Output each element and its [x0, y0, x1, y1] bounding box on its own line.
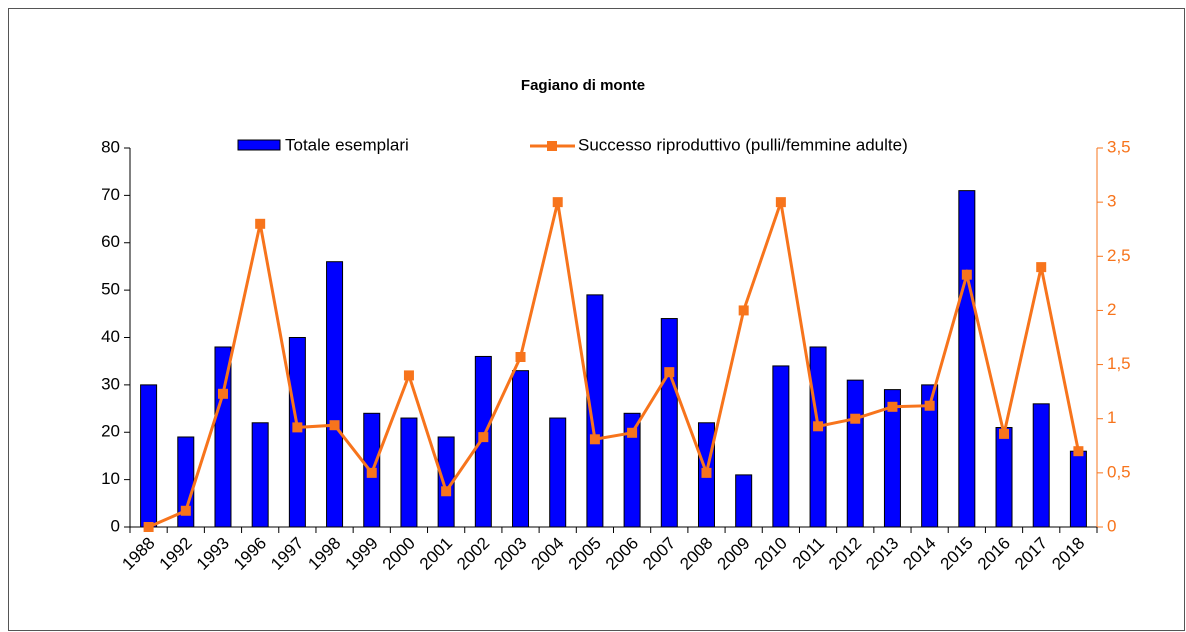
- y2-tick-label: 2: [1107, 300, 1116, 319]
- line-marker: [775, 197, 786, 208]
- line-marker: [999, 428, 1010, 439]
- y2-tick-label: 1,5: [1107, 354, 1131, 373]
- line-marker: [627, 427, 638, 438]
- line-marker: [664, 367, 675, 378]
- line-marker: [366, 467, 377, 478]
- line-marker: [515, 351, 526, 362]
- bar: [660, 318, 678, 528]
- bar: [1069, 450, 1087, 528]
- line-marker: [292, 422, 303, 433]
- legend-label: Successo riproduttivo (pulli/femmine adu…: [578, 135, 908, 154]
- y-tick-label: 10: [101, 469, 120, 488]
- bar: [251, 422, 269, 528]
- bar: [140, 384, 158, 528]
- y-tick-label: 70: [101, 185, 120, 204]
- y2-tick-label: 3: [1107, 192, 1116, 211]
- y-tick-label: 0: [111, 516, 120, 535]
- line: [147, 201, 1080, 529]
- line-marker: [1036, 262, 1047, 273]
- chart-title: Fagiano di monte: [521, 77, 645, 94]
- line-marker: [143, 522, 154, 532]
- y-tick-label: 80: [101, 137, 120, 156]
- line-marker: [180, 505, 191, 516]
- legend-swatch: [237, 139, 281, 151]
- bar: [809, 346, 827, 528]
- y-tick-label: 50: [101, 280, 120, 299]
- y-tick-label: 60: [101, 232, 120, 251]
- legend-swatch: [547, 141, 557, 151]
- bar: [512, 370, 530, 528]
- bar: [400, 417, 418, 528]
- bar: [883, 389, 901, 528]
- bar: [958, 190, 976, 528]
- y-tick-label: 20: [101, 422, 120, 441]
- bar: [623, 412, 641, 528]
- line-marker: [1073, 446, 1084, 457]
- bar: [549, 417, 567, 528]
- line-marker: [701, 467, 712, 478]
- line-marker: [329, 420, 340, 431]
- bar: [586, 294, 604, 528]
- line-marker: [961, 269, 972, 280]
- legend-label: Totale esemplari: [285, 135, 409, 154]
- bar: [326, 261, 344, 528]
- y2-tick-label: 2,5: [1107, 246, 1131, 265]
- bar: [995, 427, 1013, 528]
- line-marker: [738, 305, 749, 316]
- y2-tick-label: 0,5: [1107, 462, 1131, 481]
- line-marker: [478, 432, 489, 443]
- y2-tick-label: 3,5: [1107, 137, 1131, 156]
- line-marker: [552, 197, 563, 208]
- line-marker: [850, 413, 861, 424]
- line-marker: [441, 486, 452, 497]
- y-tick-label: 30: [101, 374, 120, 393]
- y-tick-label: 40: [101, 327, 120, 346]
- bar: [735, 474, 753, 528]
- line-marker: [217, 388, 228, 399]
- line-marker: [887, 401, 898, 412]
- y2-tick-label: 1: [1107, 408, 1116, 427]
- bar: [921, 384, 939, 528]
- line-marker: [813, 421, 824, 432]
- line-marker: [403, 370, 414, 381]
- line-marker: [924, 400, 935, 411]
- line-marker: [589, 434, 600, 445]
- bar: [1032, 403, 1050, 528]
- bar: [772, 365, 790, 528]
- line-marker: [255, 218, 266, 229]
- bar: [846, 379, 864, 528]
- y2-tick-label: 0: [1107, 516, 1116, 535]
